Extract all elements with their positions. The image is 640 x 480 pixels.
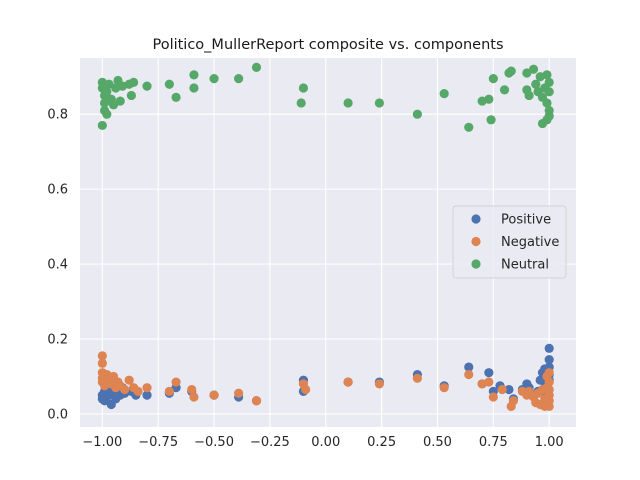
data-point: [343, 377, 353, 387]
series-neutral: [97, 62, 554, 132]
data-point: [497, 384, 507, 395]
data-point: [522, 68, 532, 78]
data-points: [97, 62, 554, 411]
x-tick-label: −0.25: [250, 435, 290, 450]
data-point: [542, 98, 552, 108]
data-point: [542, 70, 552, 80]
legend-marker: [471, 214, 481, 224]
data-point: [108, 100, 119, 110]
data-point: [97, 358, 107, 368]
data-point: [528, 64, 539, 74]
legend: Positive Negative Neutral: [452, 205, 567, 279]
data-point: [251, 396, 262, 406]
data-point: [133, 386, 143, 397]
data-point: [234, 388, 244, 398]
x-axis-tick-labels: −1.00 −0.75 −0.50 −0.25 0.00 0.25 0.50 0.75 1.00: [82, 435, 563, 450]
x-tick-label: −1.00: [82, 435, 122, 450]
data-point: [102, 109, 112, 119]
data-point: [374, 379, 384, 389]
data-point: [97, 351, 107, 361]
data-point: [209, 390, 219, 400]
data-point: [102, 87, 112, 97]
data-point: [542, 115, 552, 125]
data-point: [142, 390, 152, 400]
data-point: [524, 90, 534, 101]
data-point: [499, 85, 510, 95]
data-point: [187, 384, 197, 395]
data-point: [506, 66, 516, 76]
y-tick-label: 0.8: [47, 108, 68, 123]
data-point: [343, 98, 353, 108]
x-tick-label: 1.00: [535, 435, 564, 450]
data-point: [488, 74, 498, 84]
data-point: [544, 77, 554, 87]
y-tick-label: 0.4: [47, 258, 68, 273]
y-tick-label: 0.2: [47, 332, 68, 347]
data-point: [251, 62, 262, 72]
data-point: [439, 88, 449, 99]
data-point: [104, 79, 114, 89]
data-point: [234, 74, 244, 84]
data-point: [544, 368, 554, 378]
data-point: [484, 368, 494, 378]
data-point: [488, 392, 498, 402]
data-point: [544, 354, 554, 365]
data-point: [296, 98, 306, 108]
y-tick-label: 0.0: [47, 407, 68, 422]
data-point: [464, 369, 474, 380]
legend-label: Negative: [501, 235, 559, 250]
data-point: [97, 120, 107, 131]
data-point: [531, 79, 541, 89]
data-point: [171, 377, 181, 387]
legend-marker: [471, 259, 481, 269]
data-point: [544, 343, 554, 353]
data-point: [164, 79, 174, 89]
legend-label: Neutral: [501, 258, 549, 273]
x-tick-label: 0.25: [367, 435, 396, 450]
legend-label: Positive: [501, 213, 551, 228]
data-point: [484, 94, 494, 104]
y-tick-label: 0.6: [47, 183, 68, 198]
data-point: [142, 81, 152, 91]
legend-frame: [452, 205, 567, 279]
data-point: [412, 373, 422, 383]
data-point: [164, 386, 174, 397]
data-point: [115, 96, 125, 106]
data-point: [124, 375, 134, 385]
data-point: [129, 77, 139, 87]
data-point: [171, 92, 181, 102]
data-point: [189, 70, 199, 80]
x-tick-label: 0.00: [311, 435, 340, 450]
data-point: [484, 377, 494, 387]
data-point: [508, 396, 519, 406]
data-point: [464, 122, 474, 132]
legend-marker: [471, 236, 481, 247]
data-point: [209, 74, 219, 84]
data-point: [464, 362, 474, 372]
y-axis-tick-labels: 0.0 0.2 0.4 0.6 0.8: [47, 108, 68, 423]
data-point: [544, 87, 554, 97]
data-point: [439, 383, 449, 393]
data-point: [486, 115, 496, 125]
x-tick-label: 0.50: [423, 435, 452, 450]
chart-title: Politico_MullerReport composite vs. comp…: [152, 37, 503, 53]
data-point: [412, 109, 422, 119]
data-point: [301, 384, 311, 395]
data-point: [374, 98, 384, 108]
data-point: [126, 90, 136, 101]
data-point: [540, 401, 550, 411]
series-negative: [97, 351, 554, 411]
data-point: [99, 98, 110, 108]
x-tick-label: 0.75: [479, 435, 508, 450]
x-tick-label: −0.75: [138, 435, 178, 450]
data-point: [120, 384, 130, 395]
data-point: [504, 384, 514, 395]
data-point: [142, 383, 152, 393]
data-point: [189, 83, 199, 93]
data-point: [189, 392, 199, 402]
x-tick-label: −0.50: [194, 435, 234, 450]
data-point: [535, 375, 545, 385]
data-point: [298, 83, 309, 93]
